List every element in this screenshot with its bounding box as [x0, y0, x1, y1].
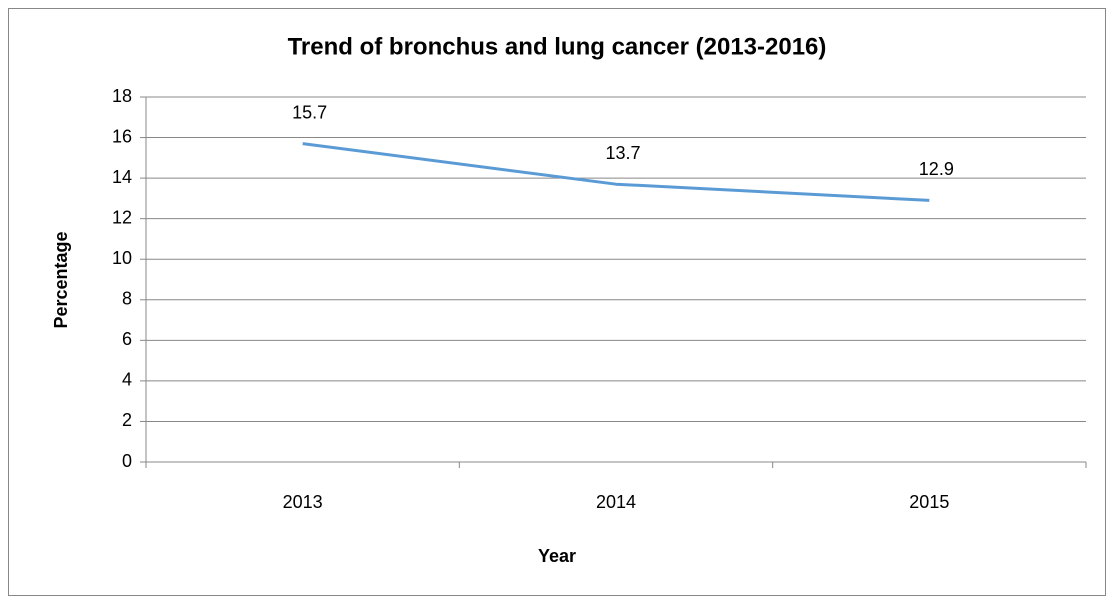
x-axis-label: Year	[538, 546, 576, 566]
y-tick-label: 6	[122, 329, 132, 349]
chart-border	[8, 8, 1106, 596]
data-line	[302, 142, 930, 202]
y-tick-label: 16	[112, 126, 132, 146]
y-tick-label: 14	[112, 167, 132, 187]
data-label: 13.7	[605, 143, 640, 163]
x-tick-label: 2014	[596, 492, 636, 512]
chart-title: Trend of bronchus and lung cancer (2013-…	[288, 33, 827, 60]
y-tick-label: 0	[122, 451, 132, 471]
y-tick-label: 2	[122, 410, 132, 430]
y-tick-label: 10	[112, 248, 132, 268]
y-tick-label: 18	[112, 86, 132, 106]
y-tick-label: 8	[122, 289, 132, 309]
y-axis-label: Percentage	[51, 231, 71, 328]
x-tick-label: 2015	[909, 492, 949, 512]
y-tick-label: 12	[112, 207, 132, 227]
data-label: 15.7	[292, 102, 327, 122]
y-tick-label: 4	[122, 370, 132, 390]
x-tick-label: 2013	[283, 492, 323, 512]
data-label: 12.9	[919, 159, 954, 179]
